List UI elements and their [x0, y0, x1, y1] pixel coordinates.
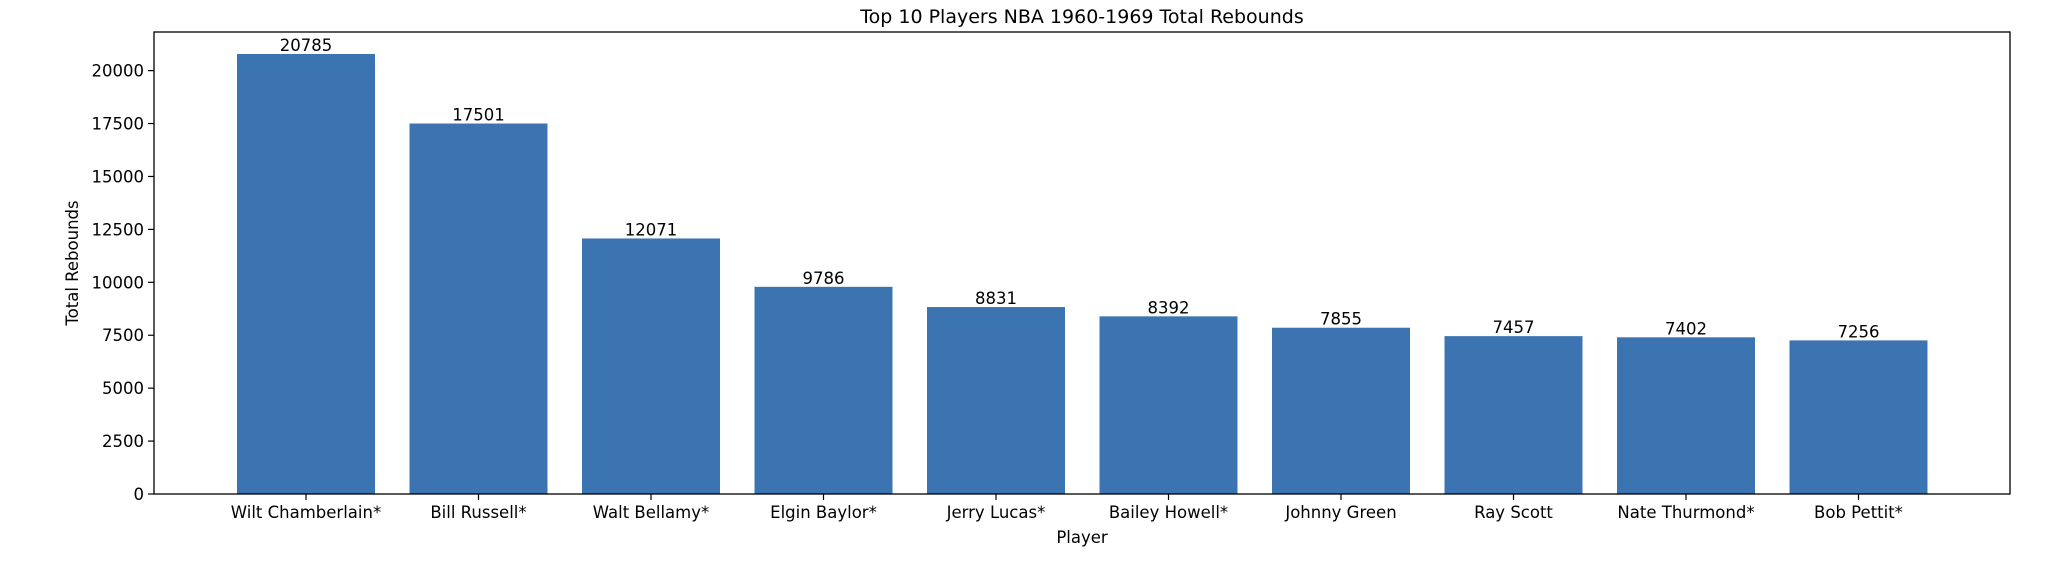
x-tick-label: Bill Russell*	[430, 503, 526, 522]
bar-value-label: 20785	[280, 36, 333, 55]
bars-group	[237, 53, 1928, 494]
y-tick-label: 10000	[92, 273, 145, 292]
x-tick-label: Johnny Green	[1284, 503, 1396, 522]
bar	[409, 123, 548, 494]
bar-value-label: 7855	[1320, 310, 1362, 329]
y-axis-label: Total Rebounds	[63, 200, 82, 326]
y-tick-label: 2500	[102, 432, 144, 451]
y-tick-label: 5000	[102, 379, 144, 398]
bar-value-label: 9786	[803, 269, 845, 288]
x-axis-label: Player	[1056, 528, 1108, 547]
y-tick-label: 7500	[102, 326, 144, 345]
bar	[1099, 316, 1238, 494]
bar	[754, 286, 893, 494]
x-tick-label: Ray Scott	[1474, 503, 1553, 522]
bar	[1272, 327, 1410, 494]
x-tick-label: Elgin Baylor*	[770, 503, 877, 522]
bar-value-label: 7402	[1665, 319, 1707, 338]
bar-value-label: 7256	[1838, 322, 1880, 341]
bar-value-label: 17501	[452, 106, 505, 125]
bar	[582, 238, 720, 494]
bar-value-label: 7457	[1493, 318, 1535, 337]
y-tick-label: 15000	[92, 167, 145, 186]
plot-frame	[153, 31, 2011, 495]
x-tick-label: Wilt Chamberlain*	[231, 503, 381, 522]
bar	[1789, 340, 1928, 494]
bar	[927, 307, 1065, 494]
y-tick-label: 0	[134, 485, 145, 504]
y-axis: 0 2500 5000 7500 10000 12500 15000 17500 20000	[92, 62, 154, 504]
y-tick-label: 20000	[92, 62, 145, 81]
bar	[1617, 337, 1755, 494]
y-tick-label: 12500	[92, 220, 145, 239]
bar-value-label: 8831	[975, 289, 1017, 308]
bar-value-label: 12071	[625, 220, 678, 239]
x-tick-label: Jerry Lucas*	[946, 503, 1046, 522]
x-tick-label: Bob Pettit*	[1814, 503, 1903, 522]
x-tick-label: Nate Thurmond*	[1617, 503, 1754, 522]
y-tick-label: 17500	[92, 115, 145, 134]
chart-title: Top 10 Players NBA 1960-1969 Total Rebou…	[859, 6, 1303, 28]
x-tick-label: Bailey Howell*	[1109, 503, 1228, 522]
x-axis: Wilt Chamberlain* Bill Russell* Walt Bella…	[231, 494, 1903, 522]
data-labels-group: 20785 17501 12071 9786 8831 8392 7855 7457 7402 7…	[280, 36, 1880, 341]
bar-value-label: 8392	[1148, 298, 1190, 317]
bar	[237, 53, 375, 494]
x-tick-label: Walt Bellamy*	[593, 503, 710, 522]
bar	[1444, 336, 1583, 494]
